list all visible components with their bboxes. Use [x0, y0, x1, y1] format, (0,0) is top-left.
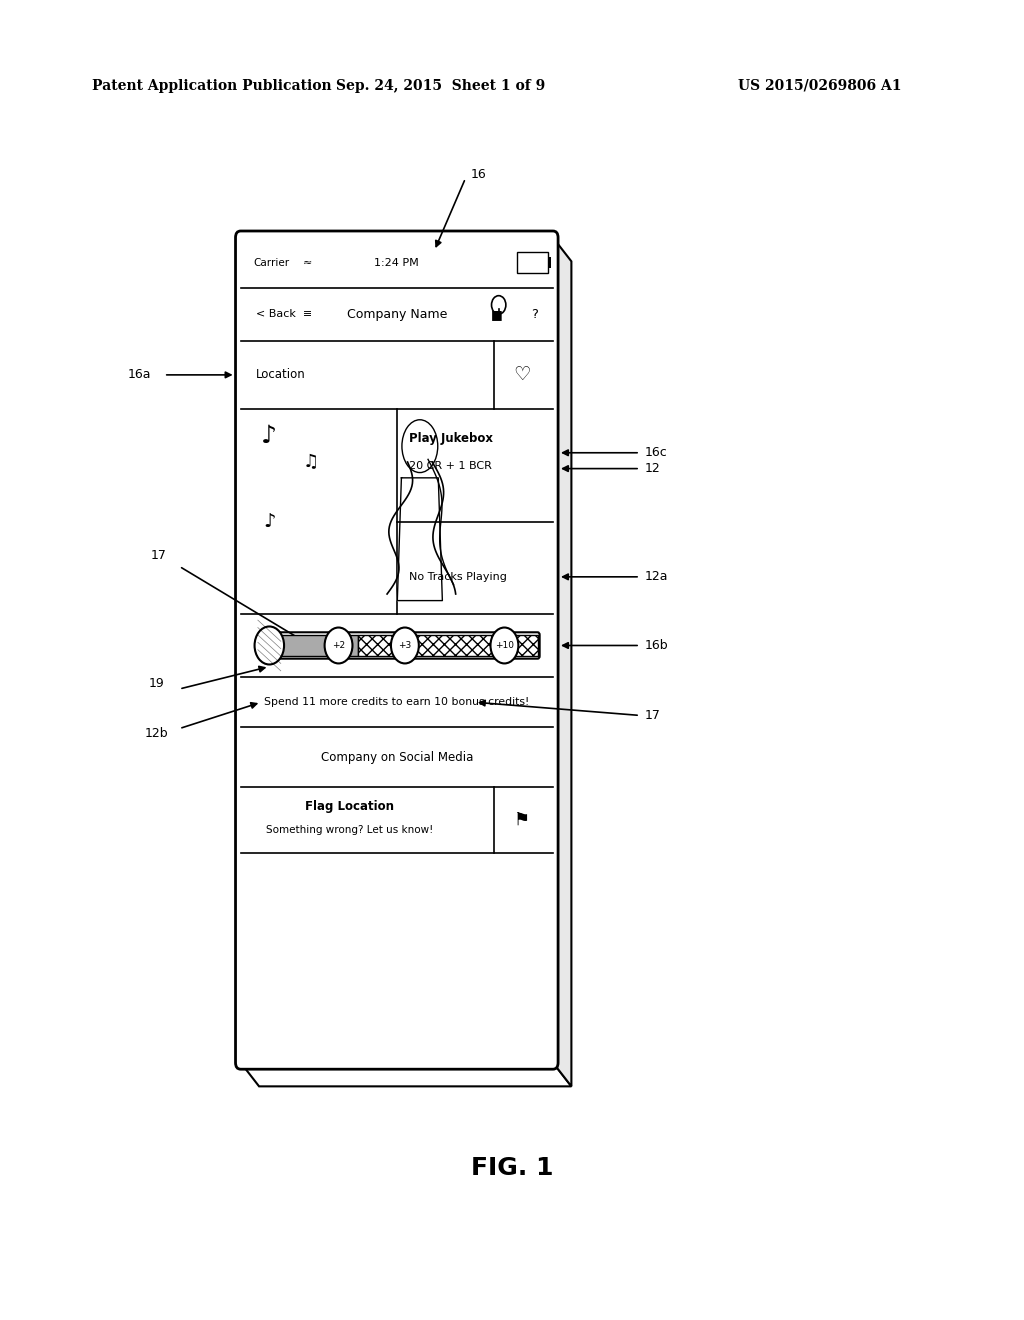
- Text: +3: +3: [398, 642, 412, 649]
- Text: Location: Location: [256, 368, 306, 381]
- FancyBboxPatch shape: [236, 231, 558, 1069]
- Text: 16c: 16c: [645, 446, 668, 459]
- Text: 16b: 16b: [645, 639, 669, 652]
- Text: Spend 11 more credits to earn 10 bonus credits!: Spend 11 more credits to earn 10 bonus c…: [264, 697, 529, 708]
- Text: 17: 17: [151, 549, 167, 562]
- Text: ♪: ♪: [261, 424, 278, 447]
- Ellipse shape: [401, 420, 438, 473]
- Text: 17: 17: [645, 709, 662, 722]
- Circle shape: [391, 627, 419, 664]
- Text: ♪: ♪: [263, 512, 275, 531]
- Text: US 2015/0269806 A1: US 2015/0269806 A1: [737, 79, 901, 92]
- Circle shape: [325, 627, 352, 664]
- Text: ♫: ♫: [302, 453, 318, 471]
- Polygon shape: [397, 478, 442, 601]
- Text: 16a: 16a: [128, 368, 152, 381]
- Text: ■: ■: [490, 308, 503, 321]
- Bar: [517, 252, 548, 273]
- Polygon shape: [241, 1063, 571, 1086]
- Text: 12b: 12b: [144, 727, 169, 741]
- Text: +2: +2: [332, 642, 345, 649]
- Text: 12: 12: [645, 462, 660, 475]
- Text: No Tracks Playing: No Tracks Playing: [409, 572, 507, 582]
- Text: Patent Application Publication: Patent Application Publication: [92, 79, 332, 92]
- Text: Play Jukebox: Play Jukebox: [409, 432, 494, 445]
- Text: Company on Social Media: Company on Social Media: [321, 751, 473, 763]
- Text: ⚑: ⚑: [514, 810, 530, 829]
- Text: +10: +10: [495, 642, 514, 649]
- Circle shape: [490, 627, 518, 664]
- Text: ?: ?: [531, 308, 538, 321]
- Text: Sep. 24, 2015  Sheet 1 of 9: Sep. 24, 2015 Sheet 1 of 9: [336, 79, 545, 92]
- Text: ♡: ♡: [513, 366, 531, 384]
- Polygon shape: [553, 238, 571, 1086]
- Text: 20 CR + 1 BCR: 20 CR + 1 BCR: [409, 461, 492, 471]
- Bar: [548, 257, 551, 268]
- Text: Company Name: Company Name: [346, 308, 447, 321]
- Text: FIG. 1: FIG. 1: [471, 1156, 553, 1180]
- Text: ≈: ≈: [302, 257, 312, 268]
- Text: 19: 19: [148, 677, 165, 690]
- Text: < Back  ≡: < Back ≡: [256, 309, 312, 319]
- Text: 12a: 12a: [645, 570, 669, 583]
- Text: Carrier: Carrier: [253, 257, 289, 268]
- Text: Flag Location: Flag Location: [305, 800, 394, 813]
- Text: 16: 16: [471, 168, 486, 181]
- Bar: [358, 635, 538, 656]
- Bar: [261, 635, 358, 656]
- Text: Something wrong? Let us know!: Something wrong? Let us know!: [266, 825, 433, 836]
- Text: 1:24 PM: 1:24 PM: [375, 257, 419, 268]
- Circle shape: [255, 627, 284, 664]
